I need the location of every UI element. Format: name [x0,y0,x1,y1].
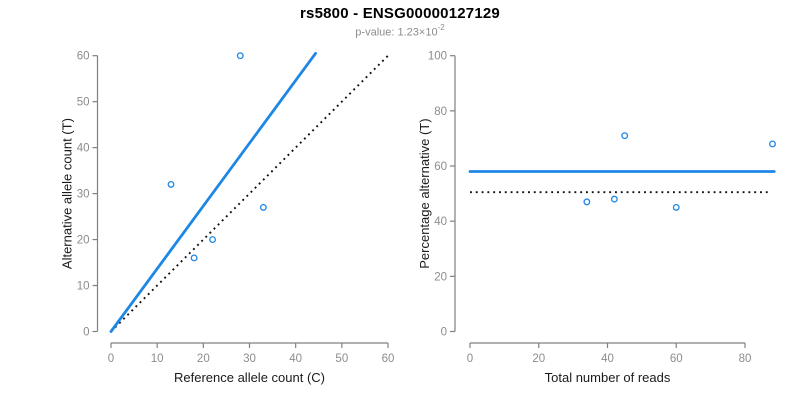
x-tick-label: 60 [382,353,395,365]
x-tick-label: 30 [243,353,256,365]
data-point [672,203,680,211]
y-tick-label: 0 [83,327,89,339]
data-point [621,132,629,140]
y-tick-label: 40 [434,216,447,228]
y-tick-label: 100 [428,51,447,63]
right-plot: 0 20 40 60 80 100 0 20 40 60 80 Total number of rea… [417,51,776,385]
left-plot: 0 10 20 30 40 50 60 0 10 20 30 40 50 60 Reference alle… [60,51,395,385]
data-point [583,198,591,206]
x-tick-label: 20 [197,353,210,365]
y-tick-label: 30 [77,189,90,201]
y-tick-label: 50 [77,97,90,109]
y-tick-label: 40 [77,143,90,155]
y-tick-label: 20 [77,235,90,247]
dotted-reference-line [110,55,389,333]
y-tick-label: 0 [441,327,447,339]
x-tick-label: 0 [467,353,473,365]
y-tick-label: 60 [77,51,90,63]
pvalue-exponent: -2 [437,23,445,32]
y-axis-title: Alternative allele count (T) [60,118,75,269]
x-axis-title: Total number of reads [545,370,671,385]
data-point [236,52,244,60]
y-tick-label: 10 [77,281,90,293]
data-point [209,236,217,244]
x-tick-label: 10 [151,353,164,365]
x-tick-label: 40 [601,353,614,365]
x-tick-label: 80 [739,353,752,365]
fitted-line [109,52,317,333]
data-point [610,195,618,203]
x-tick-label: 20 [532,353,545,365]
x-tick-label: 40 [289,353,302,365]
y-tick-label: 80 [434,106,447,118]
x-axis-title: Reference allele count (C) [174,370,325,385]
pvalue-subtitle: p-value: 1.23×10-2 [0,23,800,39]
data-point [167,180,175,188]
x-tick-label: 60 [670,353,683,365]
y-tick-label: 20 [434,271,447,283]
data-point [769,140,776,148]
x-tick-label: 0 [108,353,114,365]
y-axis-title: Percentage alternative (T) [417,118,432,268]
y-tick-label: 60 [434,161,447,173]
x-tick-label: 50 [335,353,348,365]
data-point [190,254,198,262]
data-point [259,203,267,211]
figure-title: rs5800 - ENSG00000127129 [300,5,500,22]
pvalue-text: p-value: 1.23×10 [355,26,438,39]
